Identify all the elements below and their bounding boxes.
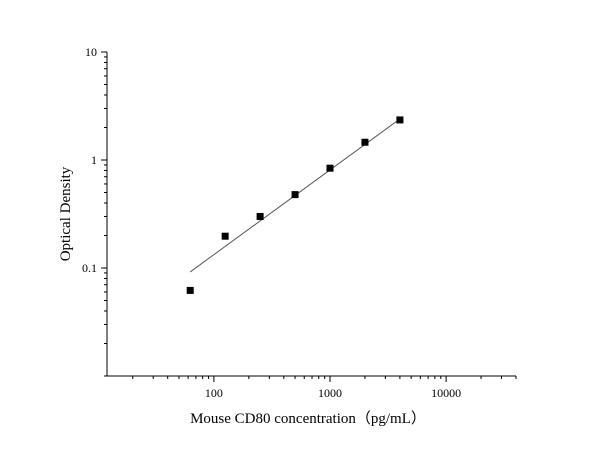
data-point <box>186 286 194 294</box>
x-tick-label: 100 <box>205 386 223 400</box>
data-point <box>326 164 334 172</box>
x-tick-label: 10000 <box>431 386 461 400</box>
data-points <box>186 116 404 294</box>
y-axis-title: Optical Density <box>58 166 74 261</box>
data-point <box>396 116 404 124</box>
data-point <box>256 212 264 220</box>
x-axis-title: Mouse CD80 concentration（pg/mL） <box>190 410 426 427</box>
y-tick-label: 0.1 <box>82 261 97 275</box>
data-point <box>361 138 369 146</box>
axes: 100 1000 10000 0.1 1 10 <box>82 45 517 400</box>
y-tick-label: 10 <box>85 45 97 59</box>
x-tick-label: 1000 <box>318 386 342 400</box>
data-point <box>221 232 229 240</box>
y-tick-label: 1 <box>91 153 97 167</box>
data-point <box>291 191 299 199</box>
